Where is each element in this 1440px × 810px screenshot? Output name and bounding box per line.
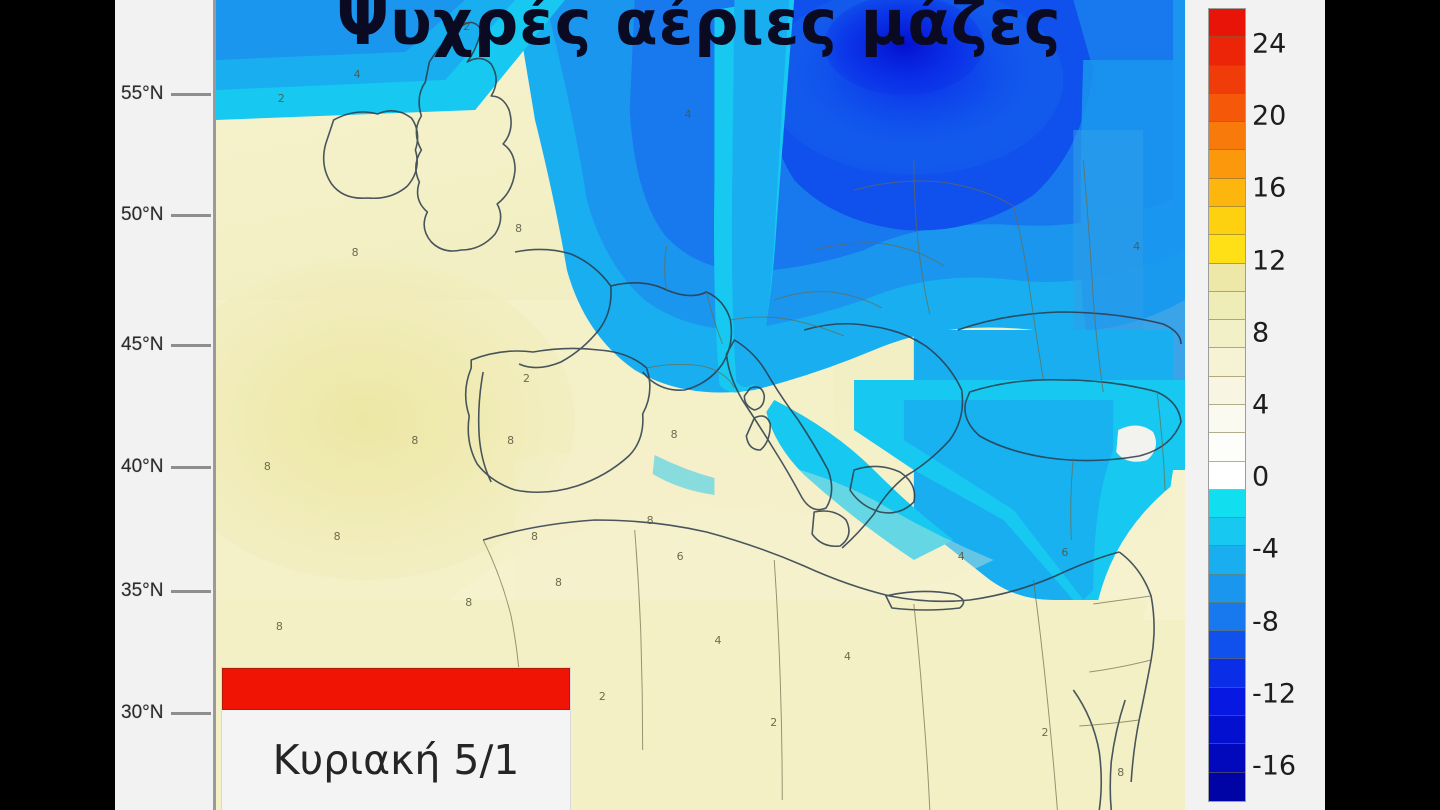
svg-text:8: 8 — [1117, 766, 1124, 779]
colorbar-tick-labels: 24 20 16 12 8 4 0 -4 -8 -12 -16 — [1252, 0, 1322, 810]
colorbar-tick-label: 0 — [1252, 461, 1270, 493]
lat-tick-30: 30°N — [115, 702, 213, 724]
svg-text:8: 8 — [276, 620, 283, 633]
colorbar-swatch — [1209, 376, 1245, 405]
svg-text:2: 2 — [463, 20, 470, 33]
svg-text:4: 4 — [1133, 240, 1140, 253]
lat-tick-label: 55°N — [121, 83, 164, 104]
lat-tick-label: 45°N — [121, 334, 164, 355]
lat-tick-50: 50°N — [115, 204, 213, 226]
colorbar-swatch — [1209, 404, 1245, 434]
colorbar-swatch — [1209, 546, 1245, 575]
svg-text:4: 4 — [685, 108, 692, 121]
tick-dash-icon — [171, 711, 211, 715]
colorbar-swatch — [1209, 716, 1245, 745]
svg-text:8: 8 — [334, 530, 341, 543]
svg-text:2: 2 — [770, 716, 777, 729]
map-coastlines — [322, 21, 1182, 810]
colorbar-swatch — [1209, 291, 1245, 321]
svg-text:8: 8 — [264, 460, 271, 473]
svg-text:2: 2 — [523, 372, 530, 385]
date-callout: Κυριακή 5/1 — [222, 668, 570, 810]
tick-dash-icon — [171, 343, 211, 347]
svg-text:2: 2 — [599, 690, 606, 703]
colorbar-swatch — [1209, 235, 1245, 264]
colorbar-swatch — [1209, 65, 1245, 94]
tick-dash-icon — [171, 213, 211, 217]
lat-tick-55: 55°N — [115, 83, 213, 105]
tick-dash-icon — [171, 92, 211, 96]
colorbar-swatch — [1209, 263, 1245, 292]
colorbar-swatch — [1209, 206, 1245, 236]
tick-dash-icon — [171, 589, 211, 593]
svg-text:8: 8 — [352, 246, 359, 259]
tick-dash-icon — [171, 465, 211, 469]
svg-text:4: 4 — [714, 634, 721, 647]
date-banner — [222, 668, 570, 710]
colorbar-swatch — [1209, 574, 1245, 603]
colorbar-tick-label: -4 — [1252, 533, 1279, 565]
svg-text:8: 8 — [465, 596, 472, 609]
letterbox-left — [0, 0, 115, 810]
colorbar-tick-label: -12 — [1252, 678, 1297, 710]
colorbar-tick-label: 12 — [1252, 245, 1287, 277]
colorbar-swatch — [1209, 659, 1245, 688]
colorbar-swatch — [1209, 772, 1245, 801]
svg-text:8: 8 — [671, 428, 678, 441]
svg-text:4: 4 — [958, 550, 965, 563]
lat-tick-45: 45°N — [115, 334, 213, 356]
svg-text:8: 8 — [555, 576, 562, 589]
svg-text:8: 8 — [507, 434, 514, 447]
colorbar-swatch — [1209, 348, 1245, 377]
colorbar-swatch — [1209, 122, 1245, 151]
lat-tick-label: 35°N — [121, 580, 164, 601]
svg-text:6: 6 — [1061, 546, 1068, 559]
latitude-axis: 55°N 50°N 45°N 40°N 35°N 30°N — [115, 0, 213, 810]
colorbar-tick-label: 24 — [1252, 28, 1287, 60]
colorbar-swatch — [1209, 37, 1245, 66]
colorbar-tick-label: 16 — [1252, 172, 1287, 204]
colorbar-tick-label: -8 — [1252, 606, 1279, 638]
colorbar-tick-label: -16 — [1252, 750, 1297, 782]
colorbar-swatch — [1209, 631, 1245, 660]
lat-tick-40: 40°N — [115, 456, 213, 478]
colorbar-swatch — [1209, 489, 1245, 519]
svg-text:8: 8 — [515, 222, 522, 235]
colorbar-tick-label: 8 — [1252, 317, 1270, 349]
svg-text:8: 8 — [647, 514, 654, 527]
svg-text:2: 2 — [278, 92, 285, 105]
colorbar-swatch — [1209, 178, 1245, 207]
lat-tick-35: 35°N — [115, 580, 213, 602]
colorbar-swatch — [1209, 433, 1245, 462]
colorbar-swatch — [1209, 320, 1245, 349]
svg-text:4: 4 — [354, 68, 361, 81]
colorbar-tick-label: 20 — [1252, 100, 1287, 132]
colorbar[interactable] — [1208, 8, 1246, 802]
lat-tick-label: 30°N — [121, 702, 164, 723]
colorbar-swatch — [1209, 602, 1245, 632]
colorbar-swatch — [1209, 93, 1245, 123]
contour-value-labels: 2 4 8 8 8 8 8 8 8 8 8 8 8 8 2 6 4 2 4 2 — [264, 20, 1140, 779]
svg-text:8: 8 — [531, 530, 538, 543]
date-label: Κυριακή 5/1 — [272, 736, 520, 784]
colorbar-swatch — [1209, 9, 1245, 38]
svg-text:2: 2 — [1041, 726, 1048, 739]
map-country-borders — [482, 159, 1166, 810]
lat-tick-label: 40°N — [121, 456, 164, 477]
svg-text:4: 4 — [844, 650, 851, 663]
colorbar-swatch — [1209, 461, 1245, 490]
lat-tick-label: 50°N — [121, 204, 164, 225]
svg-text:6: 6 — [677, 550, 684, 563]
svg-text:8: 8 — [411, 434, 418, 447]
colorbar-swatch — [1209, 744, 1245, 773]
colorbar-tick-label: 4 — [1252, 389, 1270, 421]
colorbar-swatch — [1209, 687, 1245, 717]
letterbox-right — [1325, 0, 1440, 810]
colorbar-swatch — [1209, 518, 1245, 547]
colorbar-swatch — [1209, 150, 1245, 179]
